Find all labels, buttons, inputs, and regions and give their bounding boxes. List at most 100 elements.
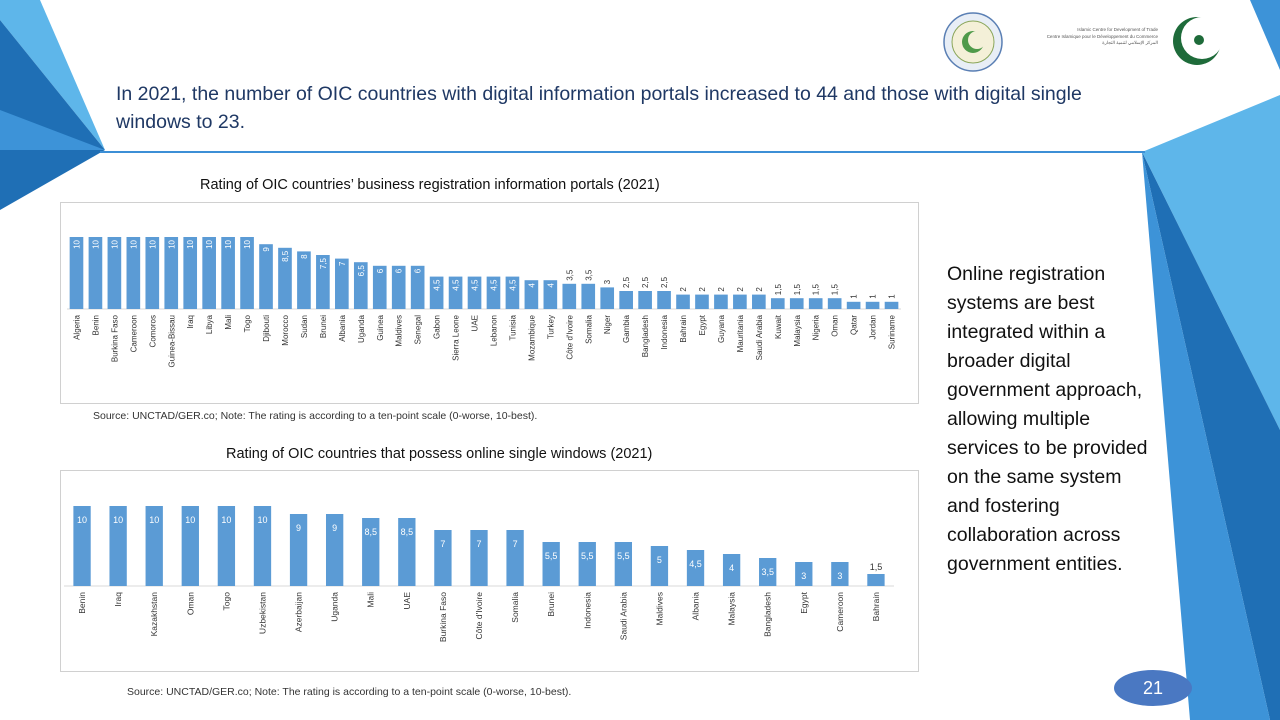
chart1-bar [770,298,785,309]
chart2-category-label: UAE [402,592,412,610]
chart1-bar [467,276,482,309]
chart1-category-label: Togo [243,314,252,332]
chart1-data-label: 1 [869,294,878,299]
chart1-bar [259,244,273,309]
chart2-bar [759,558,777,586]
chart1-plot-area: 10 Algeria 10 Benin 10 Burkina Faso 10 Cameroon… [60,202,919,404]
chart2-bar [325,514,344,586]
chart1-bar [600,287,615,309]
chart1-bar [202,237,216,309]
chart1-bar [297,251,311,309]
chart2-bar [289,514,308,586]
chart1-category-label: Libya [205,314,214,334]
chart1-bar [524,280,539,309]
chart1-data-label: 6 [376,268,385,273]
chart1-category-label: Cameroon [129,315,138,352]
chart2-category-label: Cameroon [835,592,845,632]
chart2-bar [614,542,633,586]
organization-name: Islamic Centre for Development of Trade … [1010,27,1158,47]
chart2-category-label: Côte d'Ivoire [474,592,484,640]
chart2-category-label: Burkina Faso [438,592,448,642]
chart1-category-label: Oman [831,315,840,337]
chart2-data-label: 10 [221,515,231,525]
chart1-bar [278,247,292,309]
chart1-category-label: Egypt [698,314,707,335]
chart1-bar [391,265,406,309]
chart2-data-label: 5 [657,555,662,565]
chart1-category-label: Bahrain [679,315,688,343]
chart1-bar [827,298,842,309]
right-inner-triangle [1142,152,1270,720]
chart1-data-label: 3 [603,279,612,284]
chart1-bar [88,237,103,309]
chart2-bar [795,562,813,586]
chart1-bar [316,255,330,309]
chart1-category-label: Sudan [300,315,309,338]
chart2-plot-area: 10 Benin 10 Iraq 10 Kazakhstan 10 Oman 10 Togo 10 U… [60,470,919,672]
chart1-category-label: Gambia [622,314,631,343]
chart2-bar [109,506,127,586]
chart1-bar [429,276,444,309]
chart1-category-label: Niger [603,315,612,334]
chart2-data-label: 5,5 [617,551,630,561]
chart1-data-label: 1,5 [831,284,840,296]
chart1-data-label: 4,5 [471,279,480,291]
chart1-category-label: Morocco [281,314,290,345]
chart2-data-label: 10 [149,515,159,525]
chart1-data-label: 10 [129,239,138,248]
chart1-category-label: Côte d'Ivoire [565,314,574,359]
chart1-bar [581,283,596,309]
chart1-category-label: Tunisia [508,314,517,340]
chart1-bar [733,294,747,309]
chart2-bar [253,506,272,586]
chart1-bar [846,301,861,309]
chart2-data-label: 9 [332,523,337,533]
chart1-data-label: 1,5 [812,284,821,296]
chart1-bar [884,301,899,309]
chart2-data-label: 7 [440,539,445,549]
icdt-seal-icon [943,12,1003,72]
chart1-source: Source: UNCTAD/GER.co; Note: The rating … [93,410,538,422]
right-lower-triangle [1142,152,1280,720]
chart1-bar [808,298,823,309]
chart2-source: Source: UNCTAD/GER.co; Note: The rating … [127,686,572,698]
chart1-bar [221,237,235,309]
chart1-data-label: 10 [205,239,214,248]
chart2-bar [217,506,236,586]
chart2-category-label: Uganda [330,592,340,622]
chart2-bar [831,562,849,586]
chart1-data-label: 10 [72,239,81,248]
headline-divider [100,151,1145,153]
chart1-bar [789,298,804,309]
chart1-category-label: Guinea-Bissau [167,315,176,367]
chart2-category-label: Somalia [510,592,520,623]
chart1-category-label: Albania [338,314,347,341]
chart1-category-label: Iraq [186,315,195,329]
left-mid-triangle [0,20,105,210]
chart1-category-label: Sierra Leone [452,314,461,360]
chart1-data-label: 9 [262,247,271,252]
chart1-data-label: 1 [850,294,859,299]
chart1-data-label: 2,5 [622,276,631,288]
chart1-category-label: Qatar [850,315,859,335]
chart2-data-label: 8,5 [401,527,414,537]
chart1-category-label: Turkey [546,315,555,339]
chart1-category-label: Comoros [148,315,157,347]
chart1-category-label: Suriname [888,314,897,349]
chart1-bar [183,237,198,309]
chart2-data-label: 9 [296,523,301,533]
chart1-bar [619,291,633,309]
chart1-data-label: 4,5 [433,279,442,291]
chart1-data-label: 2 [698,287,707,292]
chart1-category-label: Djibouti [262,315,271,342]
chart2-bar [506,530,524,586]
chart2-bar [434,530,452,586]
chart1-category-label: Guyana [717,314,726,343]
side-note: Online registration systems are best int… [947,263,1148,575]
chart1-data-label: 6,5 [357,265,366,277]
chart1-title: Rating of OIC countries’ business regist… [200,177,660,193]
chart1-bar [486,276,501,309]
chart1-data-label: 7 [338,261,347,266]
chart2-svg: 10 Benin 10 Iraq 10 Kazakhstan 10 Oman 10 Togo 10 U… [64,506,894,642]
chart1-data-label: 10 [91,239,100,248]
